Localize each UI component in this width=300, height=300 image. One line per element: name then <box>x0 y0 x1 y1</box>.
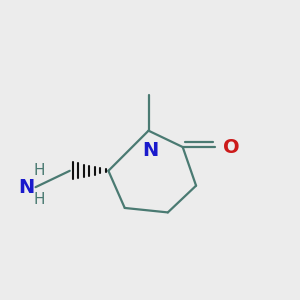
Text: N: N <box>18 178 34 197</box>
Text: H: H <box>33 191 45 206</box>
Text: O: O <box>223 137 239 157</box>
Text: N: N <box>142 141 158 160</box>
Text: H: H <box>33 163 45 178</box>
